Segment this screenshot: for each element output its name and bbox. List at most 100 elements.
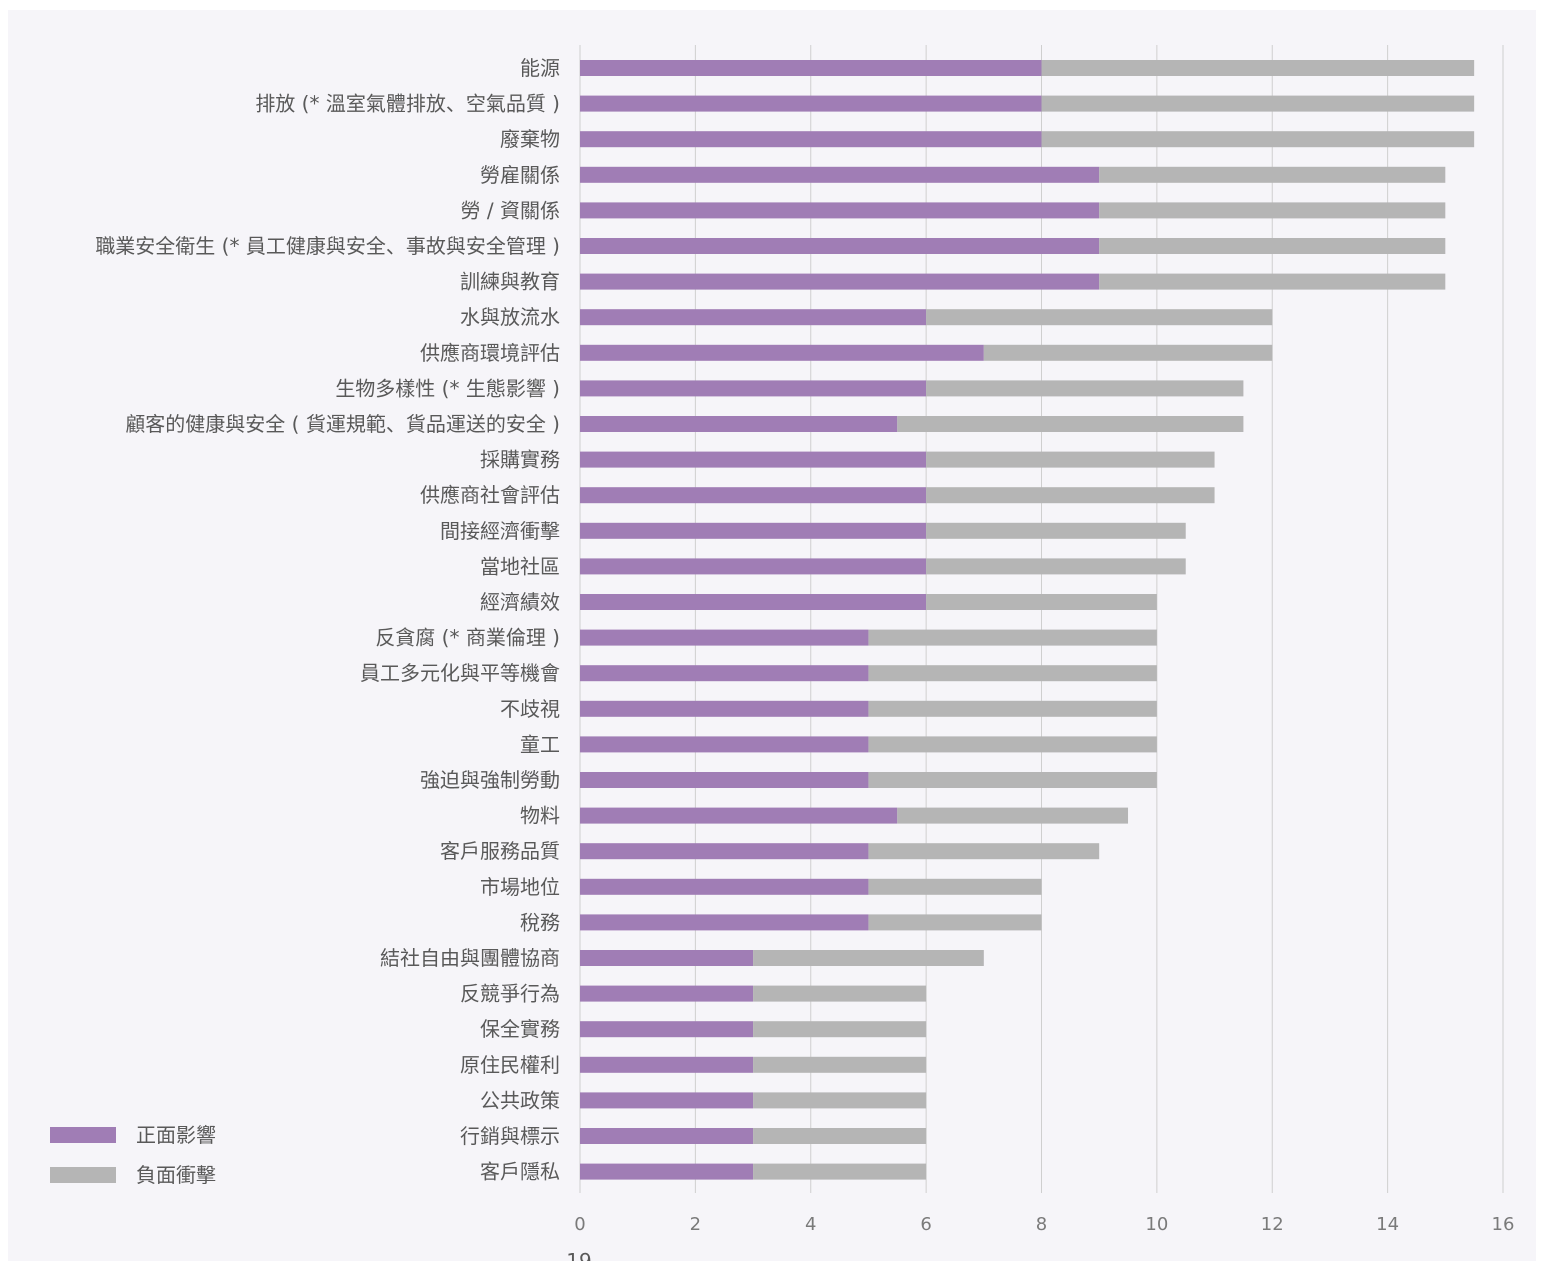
bar-positive-impact xyxy=(580,1092,754,1109)
bar-positive-impact xyxy=(580,131,1042,148)
gridlines xyxy=(579,45,1504,1193)
category-label: 顧客的健康與安全 ( 貨運規範、貨品運送的安全 ) xyxy=(125,412,560,436)
category-label: 強迫與強制勞動 xyxy=(420,768,560,792)
bar-negative-impact xyxy=(753,950,984,966)
legend-label: 正面影響 xyxy=(136,1123,216,1147)
bar-positive-impact xyxy=(580,451,927,468)
category-label: 反貪腐 (* 商業倫理 ) xyxy=(375,626,560,650)
bar-negative-impact xyxy=(926,558,1186,575)
bar-negative-impact xyxy=(926,487,1215,504)
bar-positive-impact xyxy=(580,1163,754,1180)
bar-negative-impact xyxy=(926,309,1273,326)
bar-negative-impact xyxy=(926,522,1186,539)
category-label: 員工多元化與平等機會 xyxy=(360,661,560,685)
bar-negative-impact xyxy=(753,985,927,1002)
legend-swatch xyxy=(50,1127,116,1143)
bar-negative-impact xyxy=(926,594,1157,610)
category-label: 能源 xyxy=(520,56,560,80)
x-tick-label: 14 xyxy=(1376,1214,1399,1235)
bar-negative-impact xyxy=(868,914,1042,931)
bar-positive-impact xyxy=(580,594,927,610)
category-label: 不歧視 xyxy=(500,697,560,721)
category-label: 稅務 xyxy=(520,910,560,934)
bar-positive-impact xyxy=(580,558,927,575)
category-label: 公共政策 xyxy=(480,1088,560,1112)
bar-negative-impact xyxy=(868,665,1157,682)
bar-positive-impact xyxy=(580,950,754,966)
bar-positive-impact xyxy=(580,1128,754,1144)
bar-positive-impact xyxy=(580,380,927,397)
category-label: 間接經濟衝擊 xyxy=(440,519,560,543)
category-label: 經濟績效 xyxy=(480,590,560,614)
bar-negative-impact xyxy=(868,629,1157,646)
bar-positive-impact xyxy=(580,629,869,646)
bar-positive-impact xyxy=(580,95,1042,112)
category-label: 廢棄物 xyxy=(500,127,560,151)
category-label: 市場地位 xyxy=(480,875,560,899)
category-label: 反競爭行為 xyxy=(460,982,560,1006)
category-label: 供應商社會評估 xyxy=(420,483,560,507)
category-label: 保全實務 xyxy=(480,1017,560,1041)
x-tick-label: 10 xyxy=(1145,1214,1168,1235)
bar-negative-impact xyxy=(1041,95,1475,112)
bar-negative-impact xyxy=(753,1056,927,1073)
bar-negative-impact xyxy=(1041,60,1475,76)
bar-negative-impact xyxy=(983,344,1273,361)
legend-swatch xyxy=(50,1167,116,1183)
x-tick-label: 8 xyxy=(1036,1214,1047,1235)
bar-negative-impact xyxy=(753,1163,927,1180)
bar-negative-impact xyxy=(868,736,1157,753)
bar-positive-impact xyxy=(580,487,927,504)
x-tick-label: 2 xyxy=(690,1214,701,1235)
bar-negative-impact xyxy=(753,1021,927,1038)
bar-positive-impact xyxy=(580,273,1100,290)
bar-negative-impact xyxy=(1041,131,1475,148)
category-label: 採購實務 xyxy=(480,448,560,472)
x-tick-label: 12 xyxy=(1261,1214,1284,1235)
category-label: 生物多樣性 (* 生態影響 ) xyxy=(335,376,560,400)
bar-positive-impact xyxy=(580,700,869,717)
x-tick-label: 4 xyxy=(805,1214,816,1235)
category-label: 供應商環境評估 xyxy=(420,341,560,365)
category-label: 訓練與教育 xyxy=(460,270,560,294)
x-axis-ticks: 0 2 4 6 8 10 12 14 16 xyxy=(574,1214,1514,1235)
bar-positive-impact xyxy=(580,60,1042,76)
bar-positive-impact xyxy=(580,807,898,824)
bar-negative-impact xyxy=(868,878,1042,895)
bar-positive-impact xyxy=(580,344,984,361)
bar-negative-impact xyxy=(753,1092,927,1109)
bar-positive-impact xyxy=(580,665,869,682)
legend-label: 負面衝擊 xyxy=(136,1163,216,1187)
bar-positive-impact xyxy=(580,416,898,432)
bar-positive-impact xyxy=(580,309,927,326)
x-tick-label: 0 xyxy=(574,1214,585,1235)
x-tick-label: 6 xyxy=(920,1214,931,1235)
category-label: 職業安全衛生 (* 員工健康與安全、事故與安全管理 ) xyxy=(95,234,560,258)
bar-positive-impact xyxy=(580,736,869,753)
bar-positive-impact xyxy=(580,1021,754,1038)
page-number: - 19 - xyxy=(553,1249,606,1261)
chart-panel: 能源 排放 (* 溫室氣體排放、空氣品質 ) 廢棄物 勞雇關係勞 / 資關係 職業安全衛… xyxy=(8,10,1536,1261)
bars xyxy=(580,60,1475,1180)
bar-positive-impact xyxy=(580,522,927,539)
bar-negative-impact xyxy=(1099,166,1446,183)
category-label: 童工 xyxy=(520,732,560,756)
bar-negative-impact xyxy=(753,1128,927,1144)
category-label: 勞 / 資關係 xyxy=(461,198,560,222)
bar-negative-impact xyxy=(868,772,1157,788)
bar-negative-impact xyxy=(1099,273,1446,290)
category-label: 行銷與標示 xyxy=(460,1124,560,1148)
bar-positive-impact xyxy=(580,985,754,1002)
bar-negative-impact xyxy=(1099,238,1446,254)
x-tick-label: 16 xyxy=(1492,1214,1515,1235)
bar-positive-impact xyxy=(580,878,869,895)
category-label: 客戶隱私 xyxy=(480,1160,560,1184)
bar-positive-impact xyxy=(580,238,1100,254)
bar-negative-impact xyxy=(1099,202,1446,219)
bar-positive-impact xyxy=(580,166,1100,183)
category-label: 原住民權利 xyxy=(460,1053,560,1077)
bar-negative-impact xyxy=(868,843,1100,860)
